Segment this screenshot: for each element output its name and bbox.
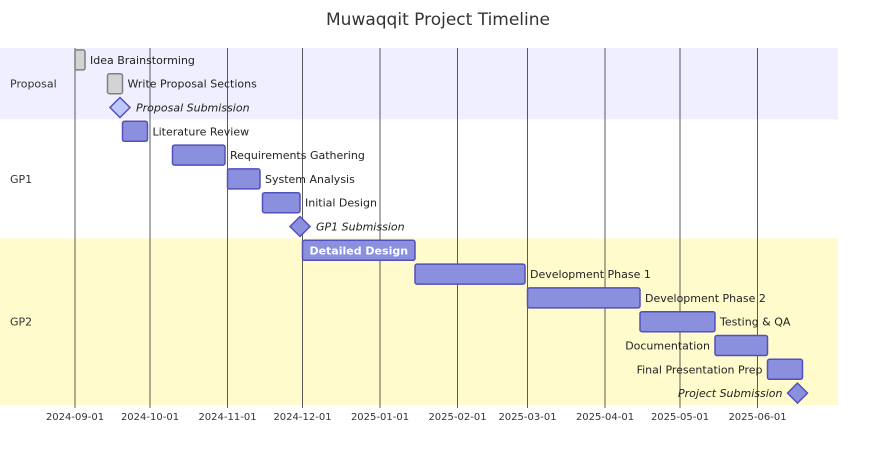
task-detailed-design: Detailed Design — [301, 239, 416, 262]
tick-label: 2024-12-01 — [273, 412, 331, 423]
tick-label: 2024-09-01 — [46, 412, 104, 423]
milestone-label: Proposal Submission — [136, 102, 250, 115]
task-label: Requirements Gathering — [230, 149, 365, 162]
task-gp1-submission: GP1 Submission — [288, 215, 405, 238]
task-documentation: Documentation — [625, 334, 769, 357]
task-requirements-gathering: Requirements Gathering — [171, 144, 365, 166]
section-label-gp1: GP1 — [10, 173, 32, 186]
task-label: Detailed Design — [309, 244, 408, 257]
tick-label: 2025-06-01 — [728, 412, 786, 423]
tick-label: 2024-11-01 — [198, 412, 256, 423]
task-initial-design: Initial Design — [261, 191, 377, 214]
task-write-proposal-sections: Write Proposal Sections — [106, 72, 258, 95]
task-development-phase-2: Development Phase 2 — [526, 287, 766, 309]
section-label-proposal: Proposal — [10, 78, 57, 91]
task-label: System Analysis — [265, 173, 355, 186]
task-bar — [226, 168, 261, 190]
task-testing-qa: Testing & QA — [639, 310, 791, 333]
task-bar — [74, 49, 86, 71]
task-final-presentation-prep: Final Presentation Prep — [637, 358, 804, 381]
task-label: Testing & QA — [719, 316, 791, 329]
task-bar — [414, 263, 526, 285]
axis-ticks: 2024-09-01 2024-10-01 2024-11-01 2024-12-01… — [46, 404, 787, 423]
task-label: Idea Brainstorming — [90, 54, 195, 67]
task-development-phase-1: Development Phase 1 — [414, 263, 651, 285]
milestone-label: GP1 Submission — [316, 221, 405, 234]
task-bar — [171, 144, 226, 166]
task-bar — [526, 287, 641, 309]
task-project-submission: Project Submission — [678, 382, 809, 405]
tick-label: 2025-01-01 — [351, 412, 409, 423]
tick-label: 2024-10-01 — [121, 412, 179, 423]
task-idea-brainstorming: Idea Brainstorming — [74, 49, 195, 71]
task-bar — [766, 358, 804, 381]
task-bars: Idea Brainstorming Write Proposal Section… — [74, 49, 809, 405]
task-label: Initial Design — [305, 197, 377, 210]
task-bar — [639, 310, 716, 333]
task-bar — [714, 334, 769, 357]
task-bar — [106, 72, 124, 95]
section-label-gp2: GP2 — [10, 316, 32, 329]
section-bands — [0, 48, 838, 405]
chart-title: Muwaqqit Project Timeline — [326, 10, 550, 30]
tick-label: 2025-04-01 — [576, 412, 634, 423]
tick-label: 2025-05-01 — [651, 412, 709, 423]
tick-label: 2025-02-01 — [428, 412, 486, 423]
task-system-analysis: System Analysis — [226, 168, 355, 190]
section-labels: Proposal GP1 GP2 — [10, 78, 57, 329]
task-bar — [121, 120, 149, 143]
task-literature-review: Literature Review — [121, 120, 250, 143]
task-proposal-submission: Proposal Submission — [108, 96, 250, 119]
task-bar — [261, 191, 301, 214]
milestone-marker — [786, 382, 809, 405]
task-label: Development Phase 1 — [530, 268, 651, 281]
task-label: Final Presentation Prep — [637, 363, 763, 376]
task-label: Literature Review — [153, 125, 250, 138]
milestone-marker — [108, 96, 132, 119]
tick-label: 2025-03-01 — [498, 412, 556, 423]
milestone-marker — [288, 215, 312, 238]
task-label: Write Proposal Sections — [128, 78, 258, 91]
task-label: Development Phase 2 — [645, 292, 766, 305]
task-label: Documentation — [625, 340, 710, 353]
task-bar — [301, 239, 416, 262]
milestone-label: Project Submission — [678, 387, 783, 400]
section-band-proposal — [0, 48, 838, 120]
